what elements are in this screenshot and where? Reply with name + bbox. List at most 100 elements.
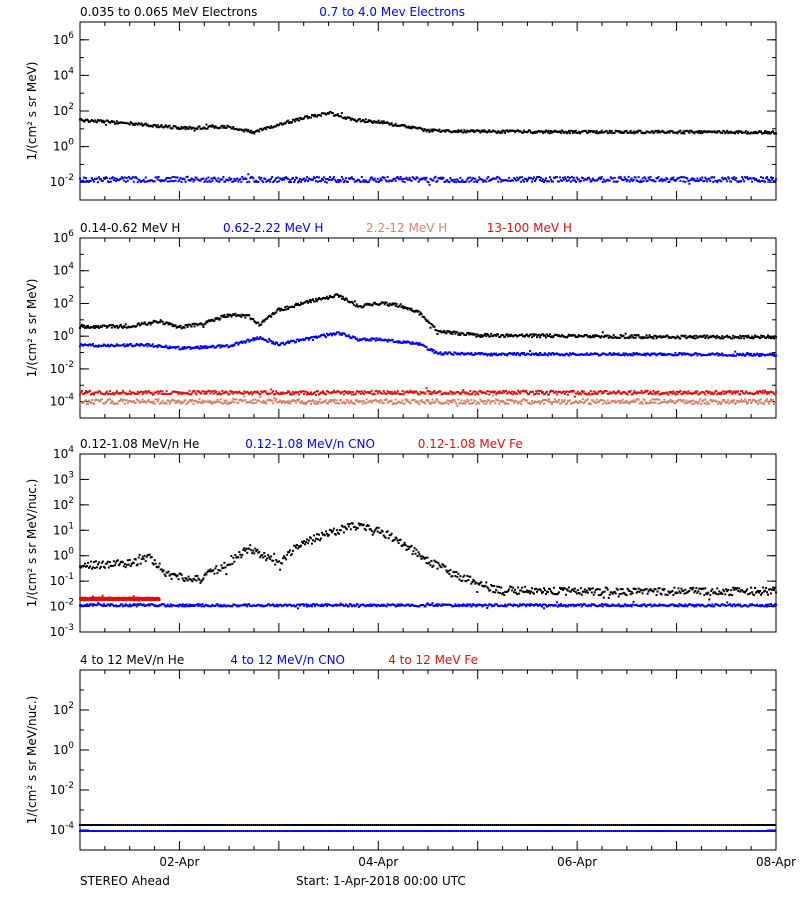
data-point xyxy=(772,398,775,401)
data-point xyxy=(726,129,729,132)
data-point xyxy=(482,181,485,184)
data-point xyxy=(456,575,459,578)
data-point xyxy=(100,120,103,123)
data-point xyxy=(270,388,273,391)
data-point xyxy=(341,390,344,393)
data-point xyxy=(146,400,149,403)
data-point xyxy=(510,392,513,395)
data-point xyxy=(210,400,213,403)
data-point xyxy=(549,130,552,133)
data-point xyxy=(459,353,462,356)
legend-entry: 0.035 to 0.065 MeV Electrons xyxy=(80,5,257,19)
data-point xyxy=(355,398,358,401)
data-point xyxy=(715,389,718,392)
data-point xyxy=(409,308,412,311)
data-point xyxy=(223,561,226,564)
data-point xyxy=(189,126,192,129)
data-point xyxy=(237,343,240,346)
data-point xyxy=(546,400,549,403)
data-point xyxy=(640,337,643,340)
data-point xyxy=(364,402,367,405)
data-point xyxy=(631,335,634,338)
data-point xyxy=(359,305,362,308)
data-point xyxy=(259,336,262,339)
data-point xyxy=(134,344,137,347)
data-point xyxy=(767,400,770,403)
data-point xyxy=(539,352,542,355)
data-point xyxy=(759,180,762,183)
data-point xyxy=(568,176,571,179)
data-point xyxy=(339,392,342,395)
data-point xyxy=(288,181,291,184)
data-point xyxy=(291,400,294,403)
data-point xyxy=(227,179,230,182)
data-point xyxy=(547,180,550,183)
data-point xyxy=(430,559,433,562)
data-point xyxy=(320,177,323,180)
data-point xyxy=(96,345,99,348)
data-point xyxy=(339,332,342,335)
data-point xyxy=(275,559,278,562)
data-point xyxy=(290,181,293,184)
data-point xyxy=(200,402,203,405)
data-point xyxy=(286,553,289,556)
data-point xyxy=(743,400,746,403)
data-point xyxy=(226,313,229,316)
data-point xyxy=(346,392,349,395)
data-point xyxy=(489,402,492,405)
data-point xyxy=(234,179,237,182)
data-point xyxy=(684,402,687,405)
data-point xyxy=(430,348,433,351)
data-point xyxy=(345,391,348,394)
data-point xyxy=(537,353,540,356)
data-point xyxy=(209,568,212,571)
data-point xyxy=(481,129,484,132)
data-point xyxy=(297,547,300,550)
data-point xyxy=(738,354,741,357)
data-point xyxy=(578,400,581,403)
data-point xyxy=(270,340,273,343)
data-point xyxy=(408,307,411,310)
data-point xyxy=(231,345,234,348)
data-point xyxy=(82,564,85,567)
data-point xyxy=(168,180,171,183)
data-point xyxy=(79,393,81,396)
data-point xyxy=(739,400,742,403)
data-point xyxy=(521,333,524,336)
data-point xyxy=(279,393,282,396)
data-point xyxy=(656,398,659,401)
y-tick-label: 10-3 xyxy=(50,623,74,639)
data-point xyxy=(653,131,656,134)
data-point xyxy=(111,564,114,567)
data-point xyxy=(405,548,408,551)
data-point xyxy=(515,334,518,337)
data-point xyxy=(275,177,278,180)
data-point xyxy=(243,340,246,343)
data-point xyxy=(200,580,203,583)
data-point xyxy=(360,120,363,123)
data-point xyxy=(632,336,635,339)
data-point xyxy=(136,123,139,126)
data-point xyxy=(165,345,168,348)
data-point xyxy=(359,392,362,395)
data-point xyxy=(81,325,84,328)
data-point xyxy=(158,391,161,394)
data-point xyxy=(248,314,251,317)
data-point xyxy=(475,391,478,394)
data-point xyxy=(681,400,684,403)
data-point xyxy=(385,301,388,304)
data-point xyxy=(373,393,376,396)
data-point xyxy=(196,574,199,577)
data-point xyxy=(182,348,185,351)
data-point xyxy=(433,351,436,354)
data-point xyxy=(730,180,733,183)
data-point xyxy=(391,179,394,182)
data-point xyxy=(118,562,121,565)
data-point xyxy=(297,399,300,402)
data-point xyxy=(339,295,342,298)
data-point xyxy=(177,126,180,129)
data-point xyxy=(761,391,764,394)
data-point xyxy=(649,399,652,402)
data-point xyxy=(512,353,515,356)
data-point xyxy=(112,178,115,181)
